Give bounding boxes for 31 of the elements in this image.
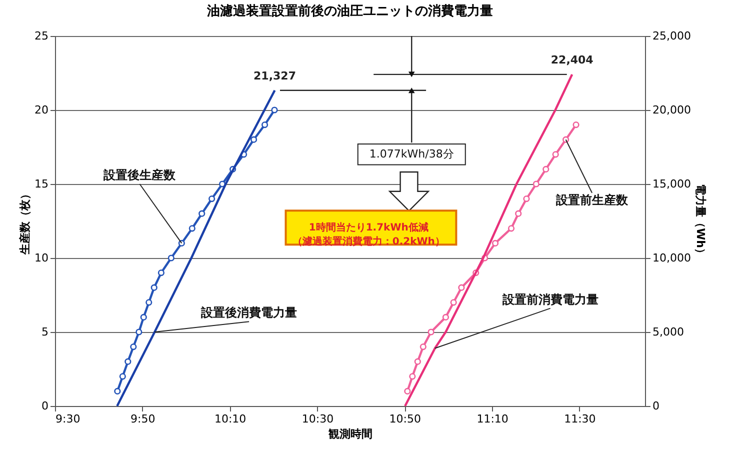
x-tick-label: 9:50 [130, 412, 156, 426]
x-tick-label: 10:30 [302, 412, 334, 426]
data-label: 21,327 [254, 69, 296, 82]
y-axis-title: 生産数（枚） [18, 188, 32, 256]
chart-title: 油濾過装置設置前後の油圧ユニットの消費電力量 [206, 3, 493, 19]
y2-tick-label: 10,000 [652, 252, 691, 264]
x-tick-label: 9:30 [56, 412, 80, 426]
y-tick-label: 10 [34, 252, 48, 264]
y-tick-label: 0 [42, 400, 48, 412]
annotation: 1.077kWh/38分 [369, 147, 454, 160]
x-tick-label: 10:10 [214, 412, 246, 426]
y2-tick-label: 5,000 [652, 326, 684, 338]
x-tick-label: 10:50 [389, 412, 421, 426]
series-label: 設置前生産数 [555, 192, 630, 207]
y-tick-label: 20 [34, 104, 48, 116]
y2-axis-title: 電力量（Wh） [694, 184, 707, 259]
y2-tick-label: 0 [652, 400, 660, 412]
x-tick-label: 11:10 [476, 412, 508, 426]
y2-tick-label: 15,000 [652, 178, 691, 190]
text: 設置前消費電力量 [501, 292, 598, 306]
x-axis-title: 観測時間 [328, 428, 372, 440]
y2-tick-label: 20,000 [652, 104, 691, 116]
x-tick-label: 11:30 [564, 412, 596, 426]
y-tick-label: 15 [34, 178, 48, 190]
text: 設置後生産数 [102, 168, 177, 182]
y-tick-label: 25 [34, 30, 48, 42]
y2-tick-label: 25,000 [652, 30, 691, 42]
y-tick-label: 5 [42, 326, 48, 338]
annotation: 1時間当たり1.7kWh低減 [308, 222, 428, 234]
data-label: 22,404 [550, 53, 594, 66]
text: 設置後消費電力量 [200, 306, 298, 320]
